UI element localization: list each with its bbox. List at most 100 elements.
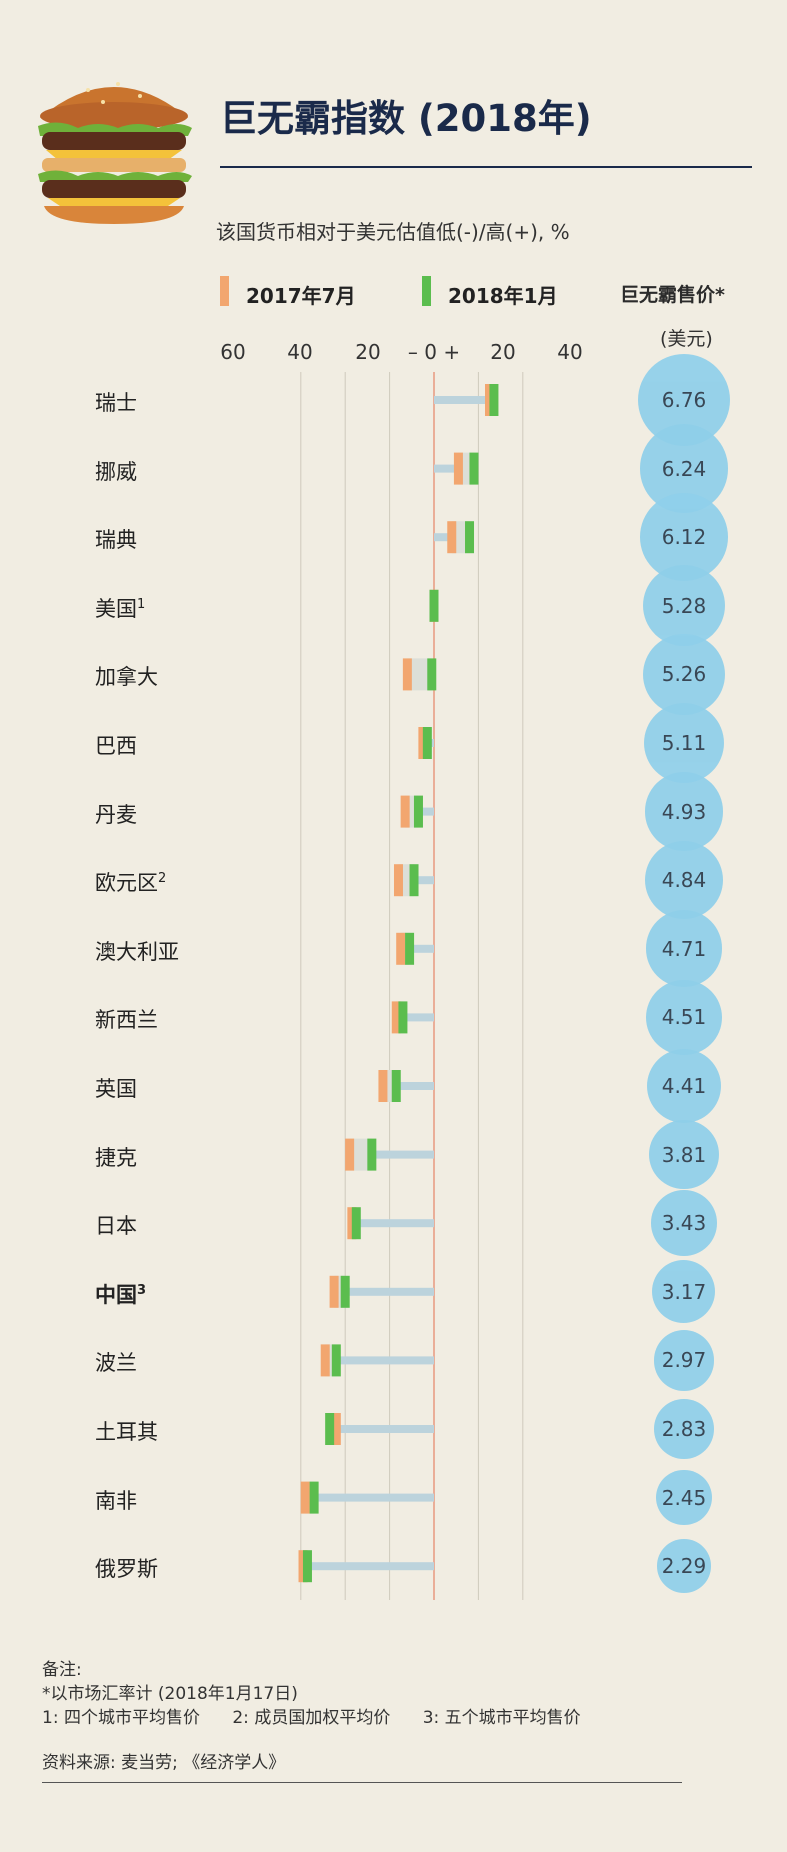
- price-header: 巨无霸售价*: [620, 284, 725, 306]
- range-bar: [400, 944, 434, 953]
- change-range: [334, 1275, 346, 1308]
- country-label: 丹麦: [95, 802, 137, 827]
- marker-2017: [453, 452, 463, 485]
- marker-2018: [409, 864, 419, 897]
- axis-tick-label: 20: [355, 340, 381, 364]
- axis-tick-label: 20: [490, 340, 516, 364]
- title-divider: [220, 166, 752, 168]
- range-bar: [434, 396, 494, 404]
- marker-2017: [331, 1413, 341, 1445]
- marker-2018: [489, 384, 499, 416]
- price-bubble: 2.97: [653, 1329, 715, 1391]
- bottom-divider: [42, 1782, 682, 1783]
- range-bar: [325, 1356, 434, 1365]
- change-range: [325, 1344, 337, 1377]
- country-label: 欧元区2: [95, 871, 167, 896]
- marker-2017: [378, 1070, 388, 1102]
- marker-2017: [393, 864, 403, 897]
- marker-2017: [391, 1001, 401, 1034]
- marker-2018: [367, 1138, 377, 1171]
- axis-tick-label: – 0 +: [407, 340, 461, 364]
- country-label: 南非: [95, 1488, 137, 1513]
- price-bubble: 5.11: [644, 703, 724, 783]
- country-label: 英国: [95, 1077, 137, 1101]
- country-label: 澳大利亚: [95, 939, 179, 964]
- notes-line-1: *以市场汇率计 (2018年1月17日): [42, 1684, 298, 1704]
- marker-2018: [427, 658, 437, 691]
- marker-2017: [345, 1138, 355, 1171]
- price-bubble: 2.83: [654, 1399, 714, 1459]
- country-label: 波兰: [95, 1351, 137, 1376]
- price-bubble: 5.28: [643, 565, 725, 647]
- country-label: 挪威: [95, 459, 137, 484]
- price-bubble: 3.17: [652, 1260, 716, 1324]
- range-bar: [303, 1562, 434, 1571]
- marker-2018: [469, 452, 479, 485]
- axis-tick-label: 60: [220, 340, 246, 364]
- marker-2017: [400, 795, 410, 828]
- country-label: 中国3: [95, 1282, 147, 1307]
- marker-2018: [405, 932, 415, 965]
- notes-heading: 备注:: [42, 1660, 82, 1680]
- marker-2018: [325, 1413, 335, 1445]
- price-bubble: 4.51: [646, 979, 722, 1055]
- range-bar: [329, 1425, 434, 1433]
- change-range: [349, 1138, 372, 1171]
- marker-2017: [396, 932, 406, 965]
- marker-2018: [413, 795, 423, 828]
- marker-2017: [300, 1481, 310, 1514]
- marker-2018: [391, 1070, 401, 1102]
- price-bubble: 4.84: [645, 841, 723, 920]
- marker-2018: [398, 1001, 408, 1034]
- range-bar: [334, 1287, 434, 1296]
- country-label: 俄罗斯: [95, 1557, 158, 1582]
- legend-label-2018: 2018年1月: [448, 284, 558, 308]
- legend-swatch-2018: [422, 276, 431, 306]
- marker-2018: [465, 521, 475, 554]
- country-label: 捷克: [95, 1145, 137, 1170]
- country-label: 瑞典: [95, 528, 137, 553]
- notes-line-2: 1: 四个城市平均售价 2: 成员国加权平均价 3: 五个城市平均售价: [42, 1708, 581, 1728]
- price-unit: (美元): [660, 328, 713, 350]
- axis-tick-label: 40: [287, 340, 313, 364]
- burger-icon: [28, 66, 200, 226]
- country-label: 瑞士: [95, 391, 137, 415]
- marker-2017: [320, 1344, 330, 1377]
- marker-2018: [331, 1344, 341, 1377]
- marker-2018: [309, 1481, 319, 1514]
- marker-2018: [429, 589, 439, 622]
- country-label: 加拿大: [95, 665, 158, 690]
- country-label: 巴西: [95, 734, 137, 758]
- price-bubble: 4.41: [646, 1048, 722, 1124]
- legend-label-2017: 2017年7月: [246, 284, 356, 308]
- range-bar: [349, 1150, 434, 1159]
- marker-2017: [447, 521, 457, 554]
- country-label: 美国1: [95, 596, 146, 621]
- country-label: 日本: [95, 1214, 137, 1239]
- chart-subtitle: 该国货币相对于美元估值低(-)/高(+), %: [216, 220, 570, 244]
- page-title: 巨无霸指数 (2018年): [220, 97, 592, 140]
- source-note: 资料来源: 麦当劳; 《经济学人》: [42, 1753, 286, 1773]
- marker-2018: [302, 1550, 312, 1583]
- axis-tick-label: 40: [557, 340, 583, 364]
- country-label: 土耳其: [95, 1420, 158, 1444]
- range-bar: [382, 1082, 434, 1090]
- price-bubble: 3.43: [651, 1190, 717, 1256]
- marker-2018: [340, 1275, 350, 1308]
- range-bar: [396, 1013, 434, 1022]
- range-bar: [305, 1493, 434, 1502]
- marker-2018: [351, 1207, 361, 1240]
- marker-2018: [422, 727, 432, 759]
- country-label: 新西兰: [95, 1008, 158, 1033]
- legend-swatch-2017: [220, 276, 229, 306]
- marker-2017: [329, 1275, 339, 1308]
- price-bubble: 6.24: [639, 424, 729, 513]
- marker-2017: [402, 658, 412, 691]
- price-bubble: 4.71: [645, 910, 723, 988]
- price-bubble: 2.29: [657, 1539, 711, 1593]
- range-bar: [351, 1219, 434, 1228]
- price-bubble: 3.81: [649, 1120, 719, 1190]
- price-bubble: 4.93: [644, 772, 724, 851]
- price-bubble: 5.26: [643, 633, 725, 715]
